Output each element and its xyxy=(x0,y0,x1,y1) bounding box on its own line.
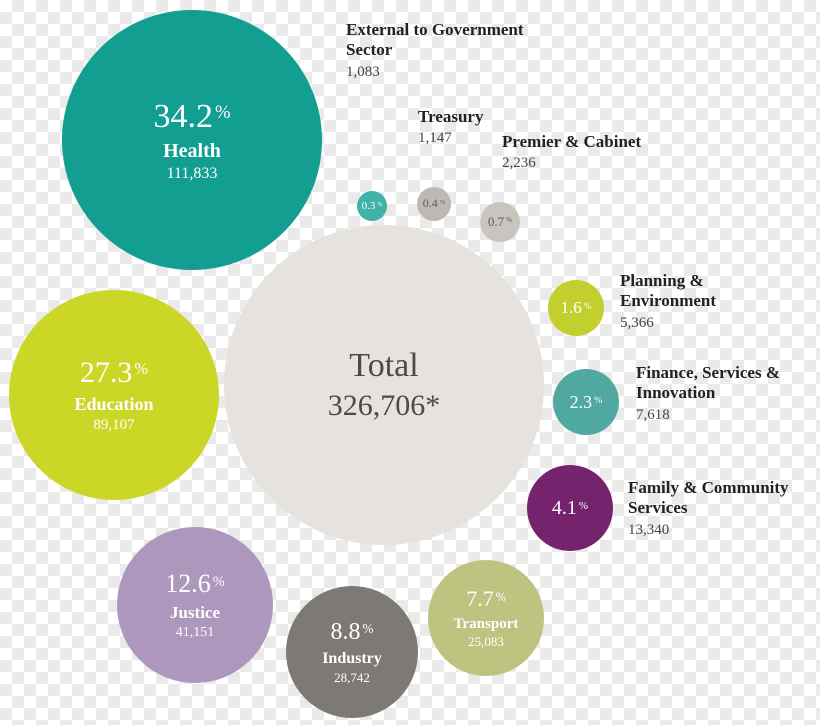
percent-icon: % xyxy=(584,302,592,312)
ext-label-title: Treasury xyxy=(418,107,558,127)
bubble-name: Education xyxy=(74,394,153,415)
bubble-pct-value: 12.6 xyxy=(165,569,211,598)
center-value: 326,706* xyxy=(328,389,441,424)
bubble-pct: 0.3% xyxy=(362,200,383,213)
bubble-pct: 4.1% xyxy=(552,497,588,520)
bubble-treasury: 0.4% xyxy=(417,187,451,221)
bubble-pct-value: 0.3 xyxy=(362,200,376,212)
bubble-justice: 12.6% Justice 41,151 xyxy=(117,527,273,683)
bubble-family: 4.1% xyxy=(527,465,613,551)
ext-label-title: Family & Community Services xyxy=(628,478,803,519)
label-treasury: Treasury 1,147 xyxy=(418,107,558,147)
ext-label-value: 7,618 xyxy=(636,406,811,424)
bubble-external: 0.3% xyxy=(357,191,387,221)
ext-label-value: 1,083 xyxy=(346,63,566,81)
bubble-finance: 2.3% xyxy=(553,369,619,435)
bubble-education: 27.3% Education 89,107 xyxy=(9,290,219,500)
center-total-bubble: Total 326,706* xyxy=(224,225,544,545)
ext-label-value: 13,340 xyxy=(628,521,803,539)
ext-label-value: 5,366 xyxy=(620,314,795,332)
bubble-value: 25,083 xyxy=(468,635,504,650)
bubble-name: Industry xyxy=(322,650,382,668)
percent-icon: % xyxy=(496,590,506,604)
bubble-name: Transport xyxy=(454,616,519,633)
ext-label-title: External to Government Sector xyxy=(346,20,566,61)
chart-stage: Total 326,706* 34.2% Health 111,833 27.3% Educ… xyxy=(0,0,820,725)
bubble-pct: 7.7% xyxy=(466,586,506,611)
percent-icon: % xyxy=(363,621,374,636)
ext-label-value: 1,147 xyxy=(418,129,558,147)
bubble-pct-value: 27.3 xyxy=(80,356,133,389)
center-title: Total xyxy=(349,346,418,385)
bubble-pct: 0.7% xyxy=(488,215,512,230)
bubble-pct-value: 0.7 xyxy=(488,214,504,229)
ext-label-title: Planning & Environment xyxy=(620,271,795,312)
bubble-pct: 1.6% xyxy=(560,298,591,318)
bubble-transport: 7.7% Transport 25,083 xyxy=(428,560,544,676)
bubble-pct: 12.6% xyxy=(165,569,224,599)
percent-icon: % xyxy=(213,574,225,590)
bubble-pct-value: 4.1 xyxy=(552,497,577,519)
ext-label-title: Finance, Services & Innovation xyxy=(636,363,811,404)
bubble-pct-value: 1.6 xyxy=(560,298,581,317)
bubble-name: Justice xyxy=(170,603,220,623)
bubble-pct: 2.3% xyxy=(570,392,603,413)
bubble-pct-value: 0.4 xyxy=(423,196,438,210)
bubble-pct: 8.8% xyxy=(331,619,374,647)
bubble-pct: 27.3% xyxy=(80,356,148,391)
percent-icon: % xyxy=(215,102,231,123)
percent-icon: % xyxy=(134,359,148,378)
bubble-name: Health xyxy=(163,140,221,163)
bubble-pct-value: 34.2 xyxy=(153,98,213,135)
percent-icon: % xyxy=(594,395,602,406)
bubble-pct: 0.4% xyxy=(423,197,446,211)
bubble-value: 89,107 xyxy=(93,417,134,434)
bubble-health: 34.2% Health 111,833 xyxy=(62,10,322,270)
bubble-premier: 0.7% xyxy=(480,202,520,242)
bubble-value: 111,833 xyxy=(167,165,218,183)
bubble-pct-value: 7.7 xyxy=(466,586,494,611)
bubble-planning: 1.6% xyxy=(548,280,604,336)
label-finance: Finance, Services & Innovation 7,618 xyxy=(636,363,811,424)
bubble-pct-value: 2.3 xyxy=(570,392,593,412)
label-family: Family & Community Services 13,340 xyxy=(628,478,803,539)
bubble-value: 28,742 xyxy=(334,671,370,686)
label-external: External to Government Sector 1,083 xyxy=(346,20,566,81)
percent-icon: % xyxy=(440,199,446,206)
percent-icon: % xyxy=(506,216,512,224)
percent-icon: % xyxy=(579,500,588,512)
ext-label-value: 2,236 xyxy=(502,154,662,172)
percent-icon: % xyxy=(377,202,382,208)
bubble-pct-value: 8.8 xyxy=(331,619,361,645)
bubble-industry: 8.8% Industry 28,742 xyxy=(286,586,418,718)
bubble-value: 41,151 xyxy=(176,625,215,641)
bubble-pct: 34.2% xyxy=(153,97,230,136)
label-planning: Planning & Environment 5,366 xyxy=(620,271,795,332)
